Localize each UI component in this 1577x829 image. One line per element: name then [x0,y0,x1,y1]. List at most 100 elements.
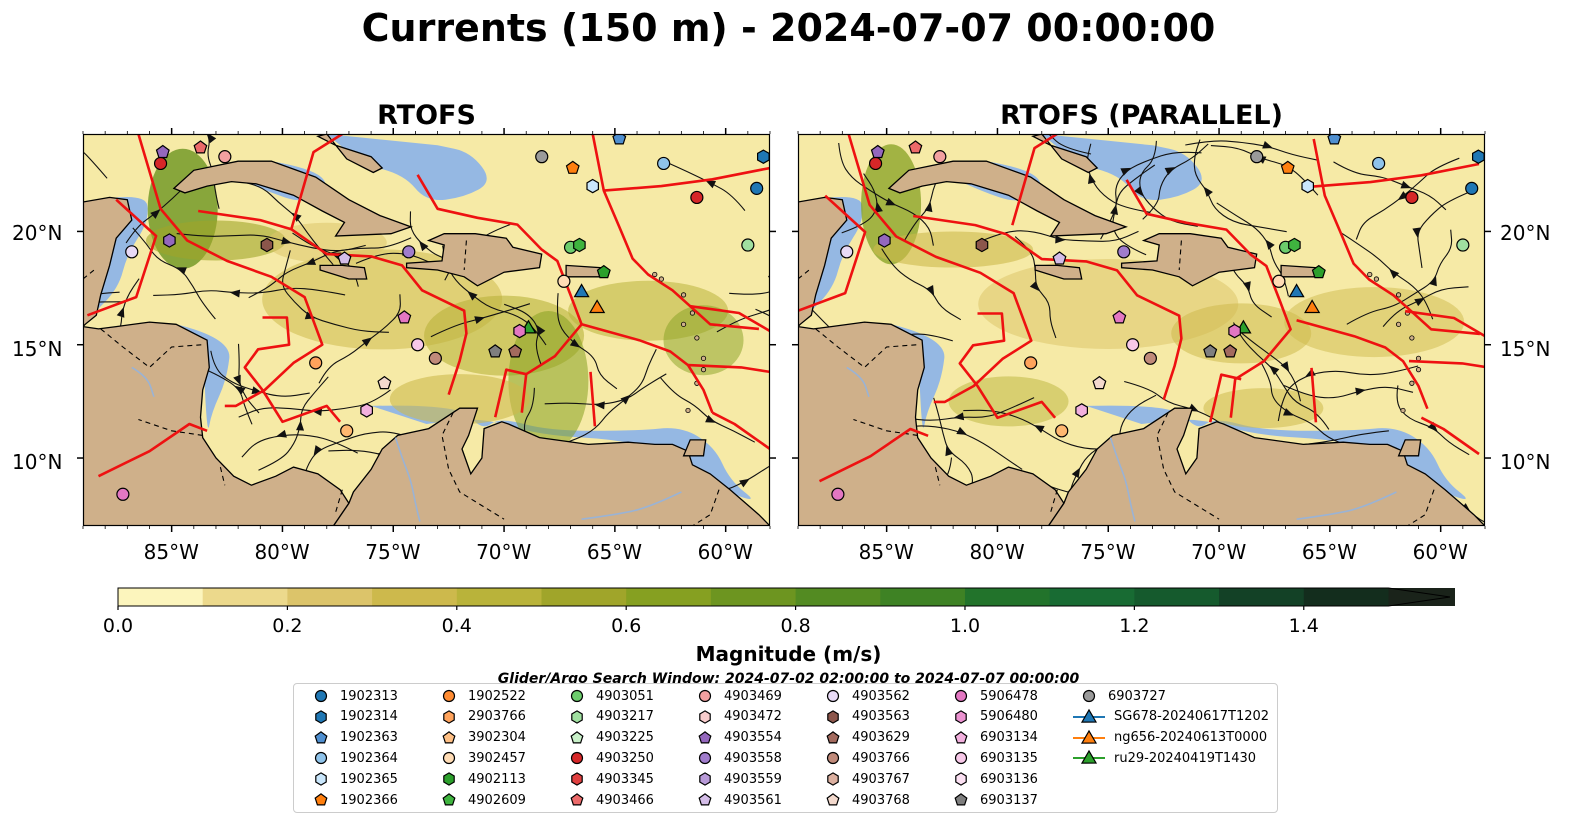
country-border [934,466,941,486]
streamline-arrow [705,180,717,189]
float-marker [309,356,323,370]
streamline [1193,139,1287,233]
island-antillesN [1367,271,1373,278]
streamline [248,237,412,299]
legend-label: 6903135 [980,750,1038,766]
hexagon-marker-icon [699,709,711,724]
streamline-arrow [1159,549,1171,559]
eez-boundary [137,134,324,408]
streamline-arrow [34,297,45,306]
hexagon-marker-icon [571,772,583,786]
legend-item: 4903466 [560,790,654,810]
lon-tick-label: 60°W [1412,540,1468,564]
streamline-arrow [116,307,125,318]
pentagon-marker-icon [698,793,712,806]
hexagon-marker-icon [571,772,583,786]
lat-tick-label-right: 15°N [1500,337,1551,361]
legend-item: 6903137 [944,790,1038,810]
circle-marker-icon [570,689,584,703]
circle-marker-icon [954,689,968,703]
land-masses [798,134,1485,526]
current-magnitude-patch [873,231,1034,268]
streamline [1142,143,1209,220]
circle-marker-icon [314,752,328,765]
float-marker [1250,150,1264,164]
map-panel-rtofs[interactable] [77,128,776,532]
streamline-arrow [291,212,302,222]
figure-title: Currents (150 m) - 2024-07-07 00:00:00 [361,6,1216,50]
eez-boundary [416,174,583,413]
colorbar-segment [1219,588,1305,606]
streamline-arrow [1088,173,1096,185]
legend-item: 5906480 [944,707,1038,727]
streamline [1231,324,1302,402]
circle-marker-icon [826,752,840,765]
float-marker [397,310,412,324]
island-lesser [680,321,687,327]
legend-item: 1902364 [304,748,398,768]
float-marker [1465,181,1479,195]
float-marker [840,245,854,259]
float-marker [933,150,947,164]
float-marker [155,144,170,159]
streamline-arrow [956,426,968,435]
island-lesser [694,335,700,341]
lon-tick-label: 80°W [254,540,310,564]
float-marker [557,274,571,288]
pentagon-marker-icon [826,730,840,744]
land-trinidad [1397,439,1422,457]
legend-item: ru29-20240419T1430 [1072,748,1256,768]
streamline-arrow [875,202,883,213]
island-lesser [1409,380,1415,386]
country-border [463,240,467,271]
streamline-arrow [1029,281,1040,292]
pentagon-marker-icon [442,793,456,806]
lat-tick-label: 15°N [12,337,63,361]
legend-item: 1902363 [304,728,398,748]
eez-boundary [1312,162,1480,188]
pentagon-marker-icon [314,793,328,806]
island-antillesN [658,276,665,282]
float-marker [596,264,611,279]
colorbar-tick-label: 1.2 [1119,615,1150,637]
legend-item: 4903250 [560,748,654,768]
legend-label: 1902364 [340,750,398,766]
circle-marker-icon [1082,689,1096,703]
eez-boundary [290,134,343,230]
legend-item: 4903561 [688,790,782,810]
hexagon-marker-icon [315,772,327,786]
float-marker [1471,149,1485,164]
float-marker [1092,375,1107,390]
legend-label: 4903766 [852,750,910,766]
float-marker [1126,338,1140,352]
land-cuba [887,160,1128,237]
legend-item: 1902365 [304,769,398,789]
river [846,366,870,398]
legend-label: 4903250 [596,750,654,766]
streamline-arrow [1265,239,1275,250]
legend-item: 4903554 [688,728,782,748]
hexagon-marker-icon [827,709,839,724]
float-marker [908,140,923,154]
streamline [660,377,756,443]
eez-boundary [1011,134,1060,226]
float-marker [125,245,139,259]
eez-boundary [687,363,770,374]
colorbar-segment [287,588,373,606]
pentagon-marker-icon [698,730,712,744]
hexagon-marker-icon [443,772,455,786]
map-panel-rtofs-parallel[interactable] [792,128,1491,532]
legend-label: 4903051 [596,688,654,704]
legend-item: 4903768 [816,790,910,810]
legend-label: ru29-20240419T1430 [1114,750,1257,766]
country-border [100,328,203,369]
legend-item: 5906478 [944,686,1038,706]
float-marker [565,160,580,174]
float-marker [1143,351,1157,365]
legend-label: ng656-20240613T0000 [1114,730,1268,746]
float-marker [153,156,168,171]
float-marker [750,181,764,195]
colorbar-segment [456,588,542,606]
pentagon-marker-icon [442,793,456,806]
hexagon-marker-icon [955,772,967,786]
